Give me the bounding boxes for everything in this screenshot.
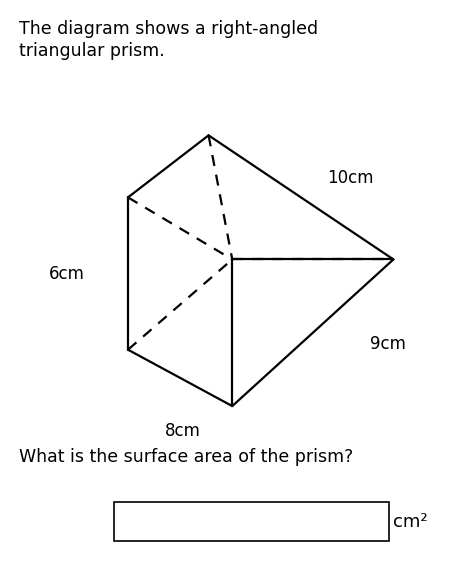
Text: 8cm: 8cm bbox=[164, 422, 201, 440]
Text: triangular prism.: triangular prism. bbox=[19, 42, 164, 60]
Text: 9cm: 9cm bbox=[370, 335, 406, 353]
Text: 10cm: 10cm bbox=[327, 169, 374, 187]
Text: 6cm: 6cm bbox=[48, 265, 84, 283]
Text: What is the surface area of the prism?: What is the surface area of the prism? bbox=[19, 448, 353, 466]
Text: cm²: cm² bbox=[393, 513, 428, 531]
Text: The diagram shows a right-angled: The diagram shows a right-angled bbox=[19, 20, 318, 38]
Bar bbox=[114, 502, 389, 541]
